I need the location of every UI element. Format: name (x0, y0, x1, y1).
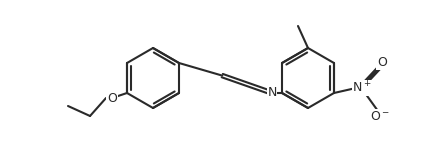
Text: O$^-$: O$^-$ (370, 110, 390, 122)
Text: O: O (377, 57, 387, 69)
Text: N: N (267, 86, 277, 100)
Text: N$^+$: N$^+$ (352, 80, 372, 96)
Text: O: O (107, 92, 117, 105)
